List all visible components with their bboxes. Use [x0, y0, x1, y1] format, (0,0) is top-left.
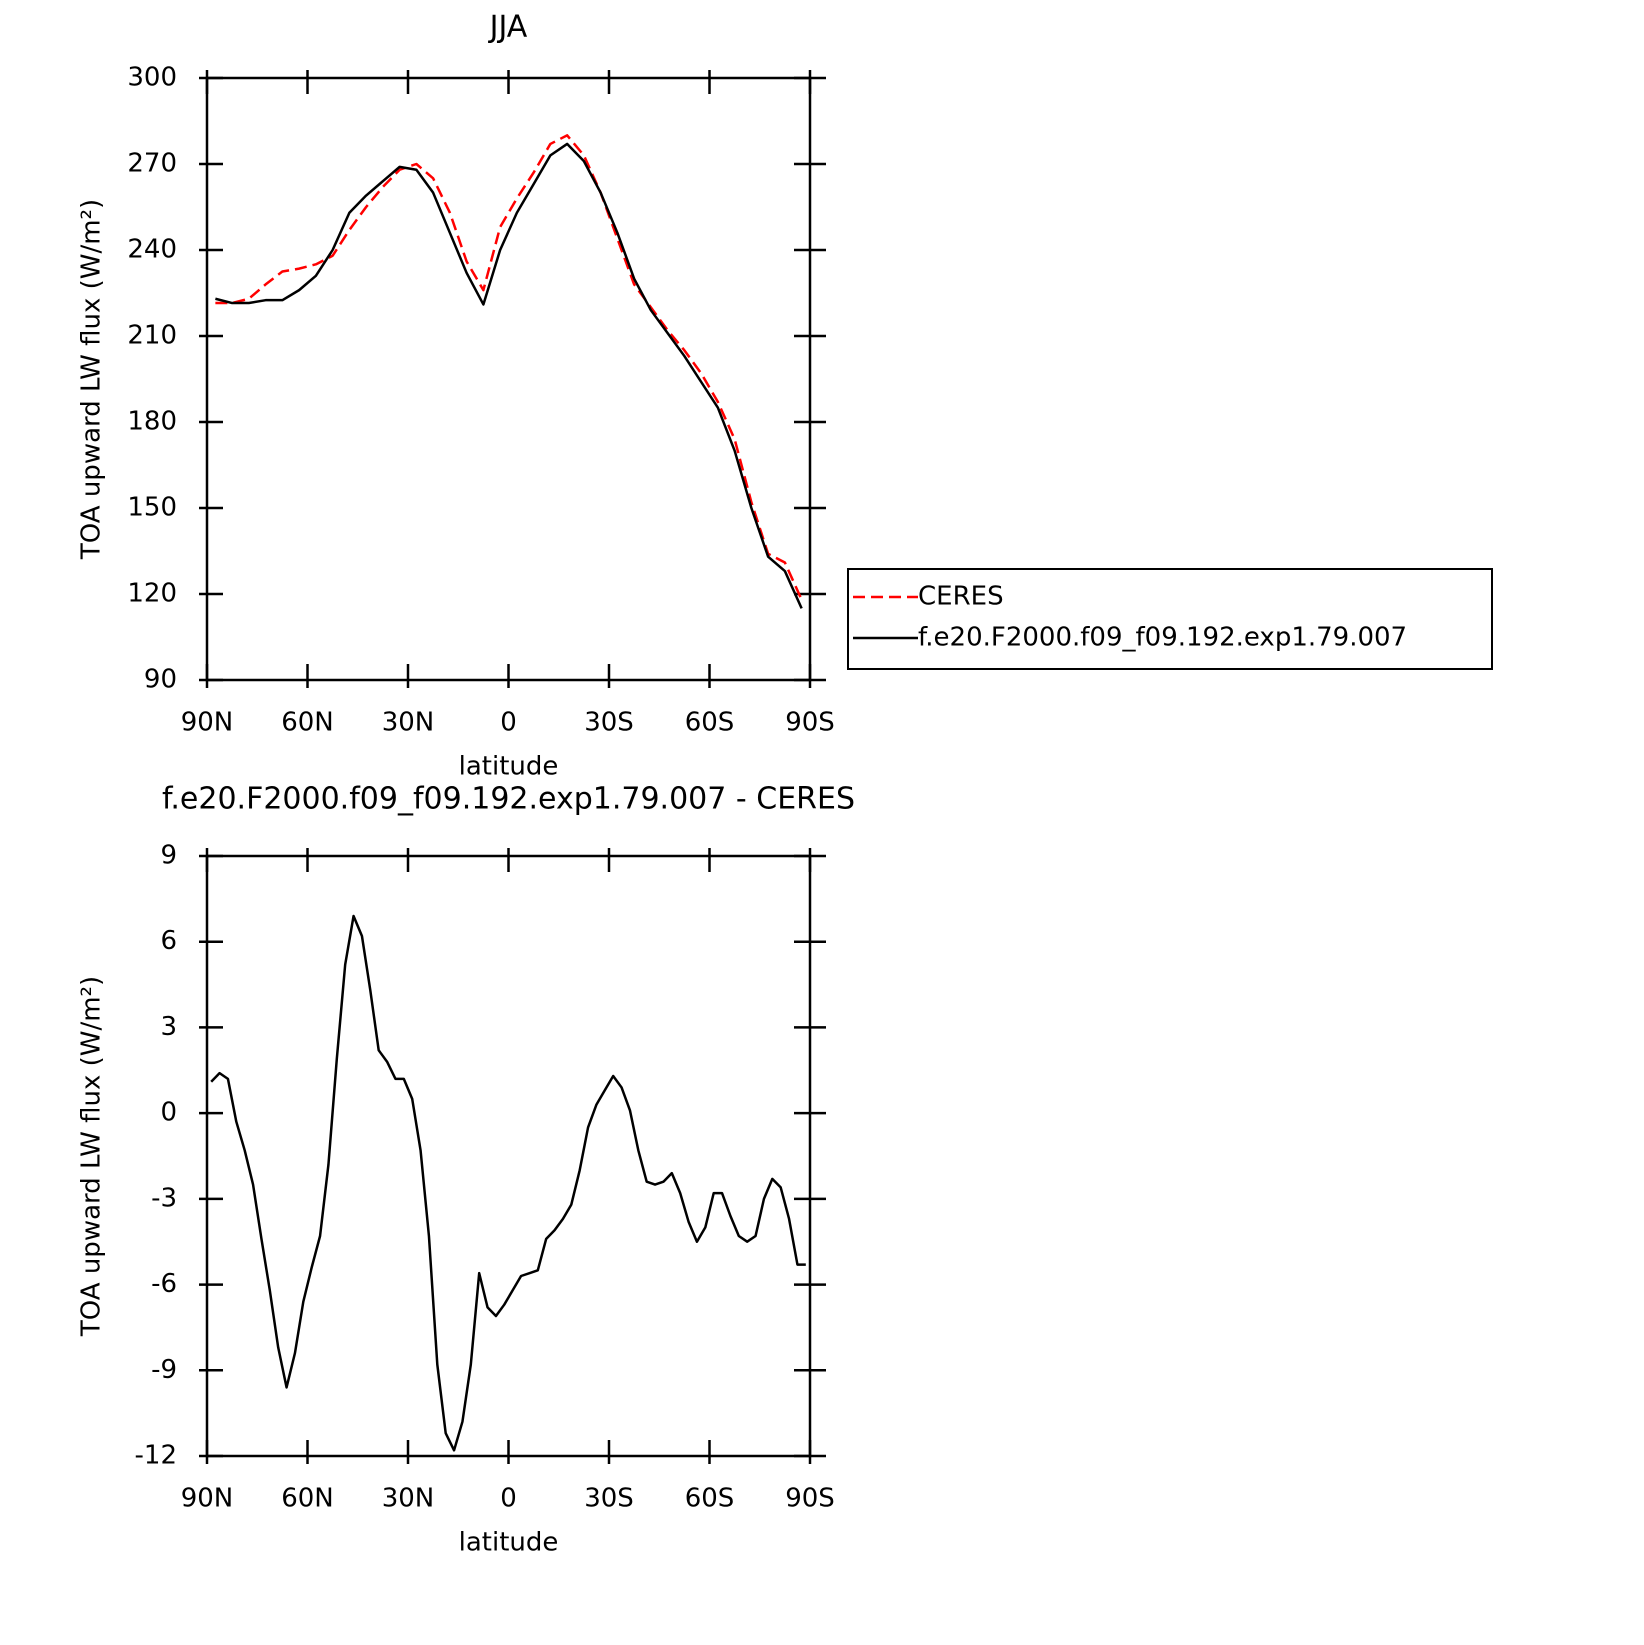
legend-box	[847, 568, 1493, 670]
plot-frame	[205, 76, 812, 682]
y-tick-label: -6	[151, 1269, 177, 1299]
chart-title: JJA	[488, 10, 528, 45]
plot-frame	[205, 854, 812, 1458]
y-tick-label: 300	[127, 63, 177, 93]
x-axis-label: latitude	[459, 752, 559, 782]
x-tick-label: 60S	[685, 708, 735, 738]
x-tick-label: 90N	[181, 1484, 234, 1514]
x-tick-label: 60N	[281, 708, 334, 738]
y-tick-label: -12	[135, 1441, 177, 1471]
legend-label: f.e20.F2000.f09_f09.192.exp1.79.007	[918, 623, 1407, 653]
series-line	[215, 134, 803, 601]
y-tick-label: 90	[144, 665, 177, 695]
y-tick-label: 180	[127, 407, 177, 437]
y-tick-label: 3	[160, 1012, 177, 1042]
x-tick-label: 30N	[382, 1484, 435, 1514]
y-tick-label: 9	[160, 841, 177, 871]
data-line	[210, 914, 806, 1452]
x-tick-label: 30S	[584, 1484, 634, 1514]
y-tick-label: 210	[127, 321, 177, 351]
x-tick-label: 30N	[382, 708, 435, 738]
y-tick-label: -3	[151, 1183, 177, 1213]
y-axis-label: TOA upward LW flux (W/m²)	[77, 199, 107, 560]
y-tick-label: 120	[127, 579, 177, 609]
y-tick-label: 240	[127, 235, 177, 265]
x-tick-label: 90S	[785, 708, 835, 738]
y-tick-label: -9	[151, 1355, 177, 1385]
x-tick-label: 90N	[181, 708, 234, 738]
y-tick-label: 150	[127, 493, 177, 523]
x-tick-label: 0	[500, 708, 517, 738]
y-axis-label: TOA upward LW flux (W/m²)	[77, 976, 107, 1337]
x-tick-label: 60S	[685, 1484, 735, 1514]
x-tick-label: 0	[500, 1484, 517, 1514]
x-tick-label: 60N	[281, 1484, 334, 1514]
x-tick-label: 90S	[785, 1484, 835, 1514]
legend-label: CERES	[918, 582, 1004, 612]
y-tick-label: 6	[160, 926, 177, 956]
chart-title: f.e20.F2000.f09_f09.192.exp1.79.007 - CE…	[162, 782, 855, 817]
x-axis-label: latitude	[459, 1528, 559, 1558]
series-line	[215, 142, 803, 609]
y-tick-label: 0	[160, 1098, 177, 1128]
x-tick-label: 30S	[584, 708, 634, 738]
y-tick-label: 270	[127, 149, 177, 179]
